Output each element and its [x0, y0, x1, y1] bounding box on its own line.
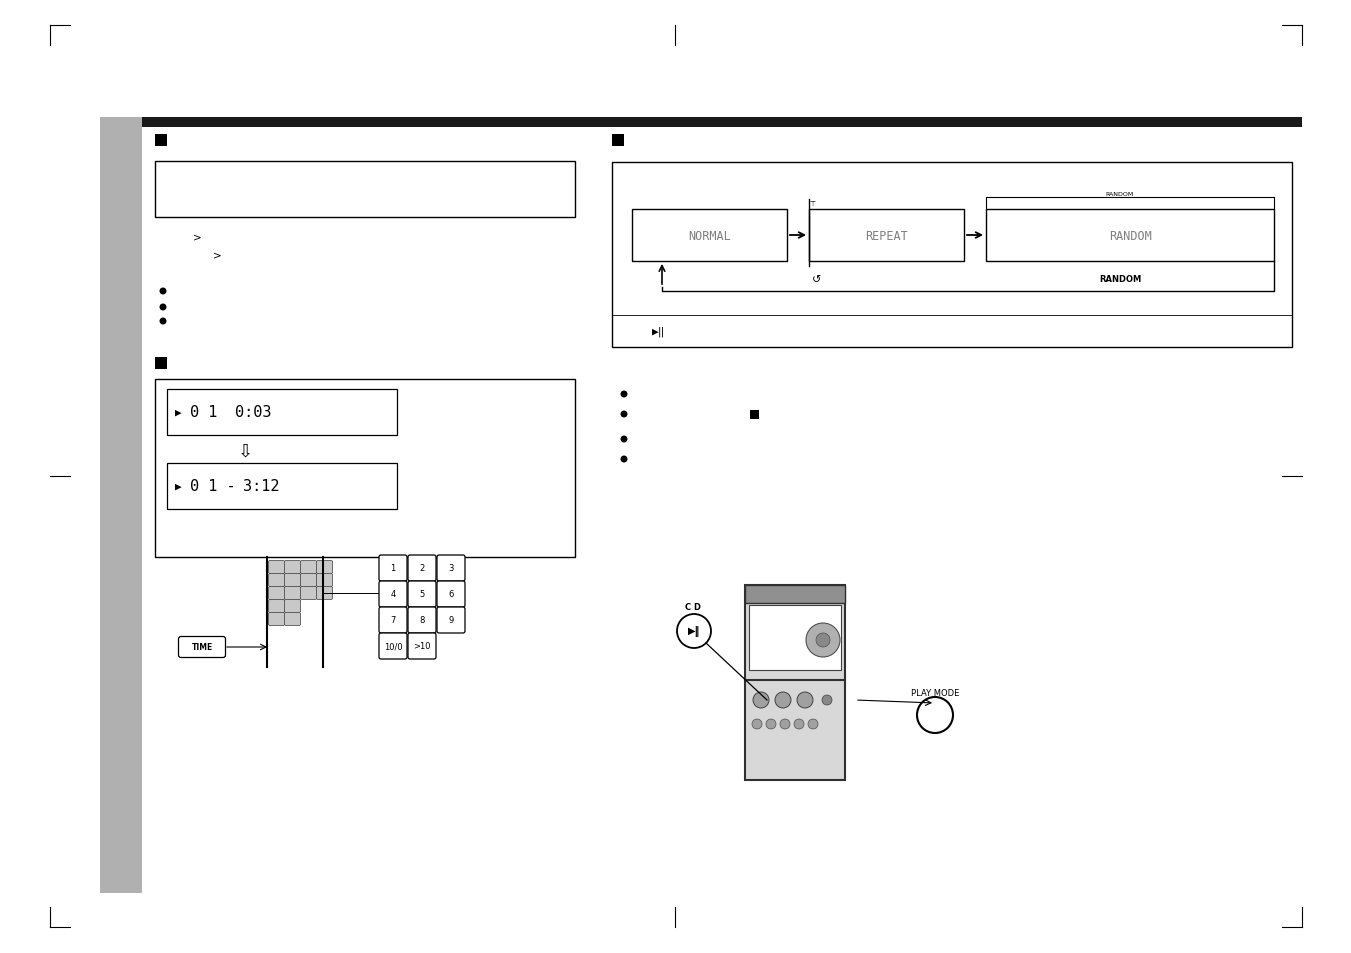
- Circle shape: [808, 720, 817, 729]
- Text: 3:12: 3:12: [243, 479, 280, 494]
- FancyBboxPatch shape: [408, 556, 436, 581]
- Text: RANDOM: RANDOM: [1098, 275, 1142, 284]
- Text: 0 1: 0 1: [190, 405, 218, 420]
- Text: 7: 7: [390, 616, 396, 625]
- FancyBboxPatch shape: [408, 581, 436, 607]
- Bar: [155, 379, 576, 558]
- Circle shape: [159, 288, 166, 295]
- Text: ⇩: ⇩: [238, 442, 253, 460]
- Text: ▶‖: ▶‖: [688, 626, 700, 637]
- Bar: [168, 390, 397, 436]
- Bar: [750, 411, 759, 419]
- FancyBboxPatch shape: [408, 634, 436, 659]
- Text: 4: 4: [390, 590, 396, 598]
- Circle shape: [620, 391, 627, 398]
- Circle shape: [620, 411, 627, 418]
- Circle shape: [917, 698, 952, 733]
- Text: ↺: ↺: [812, 274, 821, 285]
- Bar: [100, 118, 142, 893]
- Circle shape: [620, 436, 627, 443]
- FancyBboxPatch shape: [178, 637, 226, 658]
- FancyBboxPatch shape: [436, 556, 465, 581]
- Bar: [809, 210, 965, 262]
- Bar: [142, 118, 1302, 128]
- Text: 6: 6: [449, 590, 454, 598]
- Circle shape: [159, 318, 166, 325]
- Text: 0 1 -: 0 1 -: [190, 479, 235, 494]
- Text: ▶‖: ▶‖: [653, 327, 666, 337]
- Text: 5: 5: [419, 590, 424, 598]
- FancyBboxPatch shape: [285, 561, 300, 574]
- FancyBboxPatch shape: [269, 587, 285, 599]
- Text: >10: >10: [413, 641, 431, 651]
- FancyBboxPatch shape: [285, 599, 300, 613]
- Text: 3: 3: [449, 564, 454, 573]
- FancyBboxPatch shape: [316, 574, 332, 587]
- Text: ⊤: ⊤: [809, 201, 815, 207]
- FancyBboxPatch shape: [436, 607, 465, 634]
- FancyBboxPatch shape: [285, 587, 300, 599]
- FancyBboxPatch shape: [269, 561, 285, 574]
- Text: 1: 1: [390, 564, 396, 573]
- Bar: [155, 162, 576, 218]
- FancyBboxPatch shape: [316, 587, 332, 599]
- Text: >: >: [193, 233, 201, 243]
- Circle shape: [797, 692, 813, 708]
- Text: C D: C D: [685, 603, 701, 612]
- FancyBboxPatch shape: [380, 581, 407, 607]
- Bar: [748, 605, 842, 670]
- FancyBboxPatch shape: [285, 613, 300, 626]
- Bar: [155, 357, 168, 370]
- Bar: [168, 463, 397, 510]
- Bar: [612, 163, 1292, 348]
- Text: TIME: TIME: [192, 643, 212, 652]
- FancyBboxPatch shape: [269, 613, 285, 626]
- FancyBboxPatch shape: [380, 634, 407, 659]
- Text: 10/0: 10/0: [384, 641, 403, 651]
- FancyBboxPatch shape: [269, 574, 285, 587]
- Text: PLAY MODE: PLAY MODE: [911, 689, 959, 698]
- FancyBboxPatch shape: [380, 607, 407, 634]
- Bar: [632, 210, 788, 262]
- Circle shape: [816, 634, 830, 647]
- FancyBboxPatch shape: [300, 561, 316, 574]
- Circle shape: [775, 692, 790, 708]
- FancyBboxPatch shape: [300, 574, 316, 587]
- Circle shape: [821, 696, 832, 705]
- Text: ▶: ▶: [176, 481, 182, 492]
- Text: 0:03: 0:03: [235, 405, 272, 420]
- Text: RANDOM: RANDOM: [1109, 230, 1151, 242]
- FancyBboxPatch shape: [380, 556, 407, 581]
- Circle shape: [620, 456, 627, 463]
- FancyBboxPatch shape: [300, 587, 316, 599]
- Circle shape: [677, 615, 711, 648]
- Text: REPEAT: REPEAT: [865, 230, 908, 242]
- FancyBboxPatch shape: [436, 581, 465, 607]
- Circle shape: [753, 720, 762, 729]
- Text: ▶: ▶: [176, 408, 182, 417]
- Circle shape: [753, 692, 769, 708]
- Bar: [155, 135, 168, 147]
- Circle shape: [807, 623, 840, 658]
- Circle shape: [159, 304, 166, 312]
- FancyBboxPatch shape: [269, 599, 285, 613]
- Bar: [744, 585, 844, 781]
- Text: 9: 9: [449, 616, 454, 625]
- FancyBboxPatch shape: [285, 574, 300, 587]
- Circle shape: [780, 720, 790, 729]
- FancyBboxPatch shape: [316, 561, 332, 574]
- Text: NORMAL: NORMAL: [688, 230, 731, 242]
- Bar: [986, 210, 1274, 262]
- Bar: [612, 135, 624, 147]
- Text: RANDOM: RANDOM: [1106, 193, 1133, 197]
- Bar: [744, 585, 844, 603]
- Text: >: >: [213, 251, 222, 261]
- Circle shape: [766, 720, 775, 729]
- Circle shape: [794, 720, 804, 729]
- Text: 8: 8: [419, 616, 424, 625]
- FancyBboxPatch shape: [408, 607, 436, 634]
- Text: 2: 2: [419, 564, 424, 573]
